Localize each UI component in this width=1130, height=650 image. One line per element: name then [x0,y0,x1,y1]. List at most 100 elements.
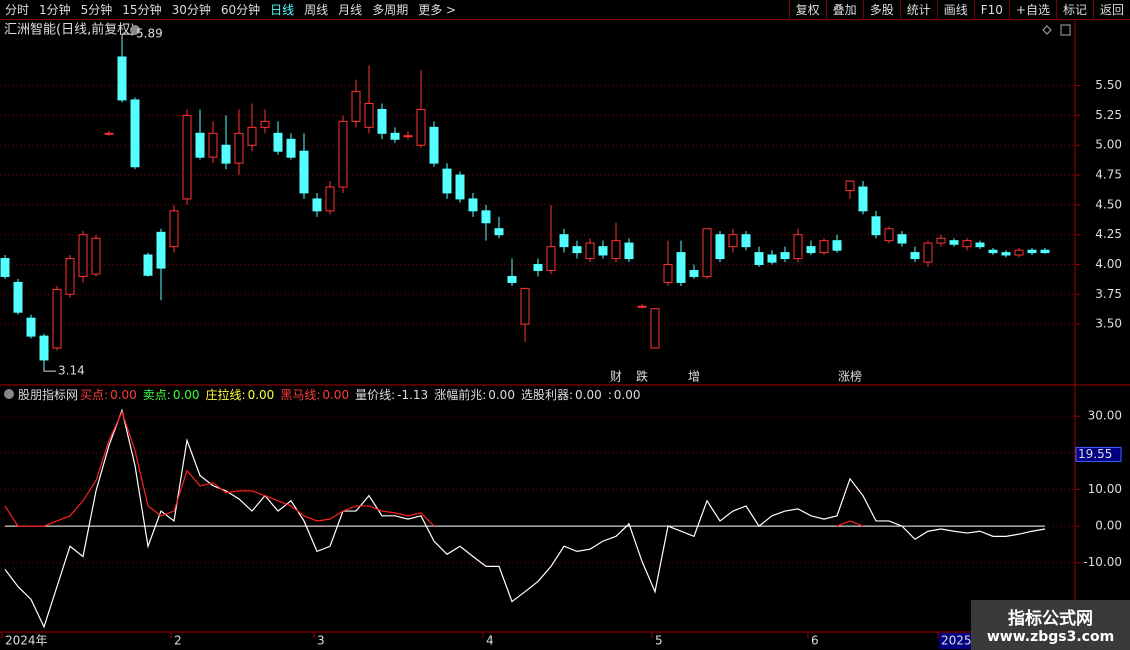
y-tick-label: 4.00 [1095,257,1122,271]
readout-name: 量价线: [355,388,396,402]
candle-body [221,144,231,164]
period-tab[interactable]: 1分钟 [39,3,71,17]
tool-button[interactable]: 标记 [1055,0,1093,19]
candle-body [728,234,738,248]
candle-body [806,246,816,254]
candle-body [910,252,920,260]
tool-button[interactable]: 叠加 [825,0,863,19]
candle-body [208,132,218,158]
candle-body [286,138,296,158]
candle-body [247,126,257,146]
square-icon[interactable] [1060,24,1071,36]
period-tab[interactable]: 月线 [338,3,363,17]
candle-body [117,56,127,101]
candle-body [988,249,998,254]
period-tab[interactable]: 日线 [270,3,295,17]
period-tab[interactable]: 周线 [304,3,329,17]
y-tick-label: 4.50 [1095,197,1122,211]
watermark-title: 指标公式网 [1008,609,1093,629]
candle-body [364,102,374,128]
y-tick-label: 10.00 [1088,482,1122,496]
current-value-label: 19.55 [1078,447,1112,461]
candle-body [416,108,426,146]
candle-body [52,289,62,349]
candle-body [143,254,153,276]
period-tab[interactable]: 30分钟 [171,3,211,17]
y-tick-label: 5.00 [1095,138,1122,152]
readout-name: 黑马线: [280,388,321,402]
y-tick-label: 4.25 [1095,227,1122,241]
period-tab[interactable]: 分时 [5,3,30,17]
tool-button[interactable]: 画线 [936,0,974,19]
candle-body [390,132,400,140]
candle-body [455,174,465,200]
candle-body [260,120,270,128]
y-tick-label: 30.00 [1088,409,1122,423]
indicator-line [4,410,435,527]
readout-value: 0.00 [247,388,275,402]
diamond-icon[interactable] [1042,25,1052,35]
period-tab[interactable]: 15分钟 [122,3,162,17]
watermark: 指标公式网 www.zbgs3.com [971,600,1130,650]
candle-body [702,228,712,277]
candle-body [325,186,335,212]
candle-body [26,317,36,337]
candle-body [858,186,868,212]
period-tab[interactable]: 60分钟 [220,3,261,17]
toolbar: 分时 1分钟 5分钟 15分钟 30分钟 60分钟 日线 周线 月线 多周期 更多 > 复权 叠加 多股统… [0,0,1130,20]
title-dropdown[interactable] [130,25,140,35]
candle-body [793,234,803,260]
x-tick-label: 3 [317,634,325,648]
tool-button[interactable]: 复权 [788,0,826,19]
candle-body [39,335,49,361]
readout-value: 0.00 [613,388,641,402]
period-tabs: 分时 1分钟 5分钟 15分钟 30分钟 60分钟 日线 周线 月线 多周期 更多 > [0,0,461,19]
y-tick-label: 0.00 [1095,519,1122,533]
event-label: 跌 [636,369,648,384]
y-tick-label: -10.00 [1083,555,1122,569]
readout-name: 选股利器: [520,388,573,402]
candle-body [767,254,777,263]
candle-body [624,242,634,260]
readout-name: 庄拉线: [205,388,246,402]
readout-value: 0.00 [488,388,515,402]
candle-body [637,305,647,308]
candle-body [351,91,361,122]
tool-button[interactable]: F10 [973,0,1009,19]
candle-body [923,242,933,263]
candle-body [156,231,166,269]
candle-body [585,242,595,260]
tool-button[interactable]: 多股 [862,0,900,19]
tool-button[interactable]: +自选 [1008,0,1056,19]
tool-button[interactable]: 统计 [899,0,937,19]
readout-name: : [607,388,612,402]
candle-body [494,228,504,236]
min-label: 3.14 [58,364,85,378]
tool-button[interactable]: 返回 [1092,0,1130,19]
candle-body [1001,252,1011,256]
period-tab[interactable]: 更多 > [418,3,457,17]
candle-body [936,237,946,244]
period-tab[interactable]: 5分钟 [80,3,113,17]
candle-body [130,99,140,168]
candle-body [572,246,582,254]
period-tab[interactable]: 多周期 [372,3,409,17]
candle-body [481,210,491,224]
max-leader [121,33,134,40]
candle-body [338,120,348,188]
candle-body [195,132,205,158]
candle-body [1014,249,1024,256]
candle-body [689,269,699,277]
candle-body [1027,249,1037,254]
max-label: 5.89 [136,27,163,41]
candle-body [663,264,673,283]
candle-body [754,252,764,266]
candle-body [845,180,855,192]
candle-body [741,234,751,248]
candle-body [676,252,686,283]
min-leader [43,367,56,372]
candle-body [13,281,23,313]
watermark-url: www.zbgs3.com [986,629,1115,645]
indicator-dropdown[interactable] [4,389,14,399]
